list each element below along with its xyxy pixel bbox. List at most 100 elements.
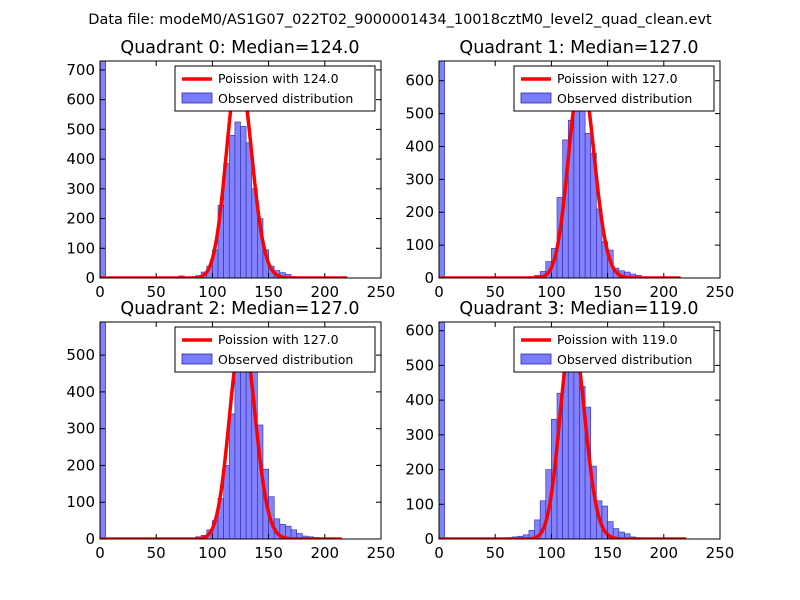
- legend-hist-label: Observed distribution: [557, 352, 692, 367]
- legend-curve-label: Poission with 124.0: [218, 71, 339, 86]
- x-tick-label: 100: [537, 283, 566, 301]
- x-tick-label: 150: [254, 544, 283, 562]
- y-tick-label: 600: [405, 322, 434, 340]
- x-tick-label: 200: [310, 544, 339, 562]
- x-tick-label: 0: [434, 544, 444, 562]
- legend: Poission with 127.0 Observed distribution: [174, 326, 376, 373]
- y-tick-label: 500: [66, 120, 95, 138]
- subplot-title: Quadrant 2: Median=127.0: [120, 299, 359, 319]
- y-tick-label: 400: [66, 150, 95, 168]
- axes-frame: [99, 60, 382, 279]
- histogram-bar: [573, 96, 580, 278]
- y-tick-label: 300: [66, 180, 95, 198]
- histogram-bar: [573, 347, 580, 539]
- y-tick-label: 200: [66, 210, 95, 228]
- x-tick-label: 250: [706, 544, 735, 562]
- y-tick-label: 600: [405, 72, 434, 90]
- histogram-bar: [439, 61, 445, 278]
- x-tick-label: 200: [310, 283, 339, 301]
- y-tick-label: 400: [405, 137, 434, 155]
- x-tick-label: 100: [198, 283, 227, 301]
- legend-curve-label: Poission with 119.0: [557, 332, 678, 347]
- x-tick-label: 0: [95, 283, 105, 301]
- y-tick-label: 500: [405, 105, 434, 123]
- legend-hist-label: Observed distribution: [218, 91, 353, 106]
- y-tick-label: 100: [405, 495, 434, 513]
- subplot-quadrant-2: Quadrant 2: Median=127.0 0 50 100 150 200 250…: [66, 299, 395, 562]
- x-tick-label: 100: [537, 544, 566, 562]
- plot-area: [439, 61, 682, 278]
- figure-title: Data file: modeM0/AS1G07_022T02_90000014…: [88, 12, 712, 28]
- legend-box: [513, 326, 715, 373]
- y-tick-label: 100: [66, 239, 95, 257]
- legend: Poission with 124.0 Observed distribution: [174, 65, 376, 112]
- x-tick-label: 150: [593, 283, 622, 301]
- y-tick-label: 0: [424, 530, 434, 548]
- axes-frame: [438, 60, 721, 279]
- histogram-bar: [234, 358, 241, 539]
- subplot-quadrant-1: Quadrant 1: Median=127.0 0 50 100 150 200 250…: [405, 38, 734, 301]
- histogram-bar: [240, 126, 247, 278]
- histogram-bar: [439, 322, 445, 539]
- legend-hist-label: Observed distribution: [218, 352, 353, 367]
- x-tick-label: 0: [434, 283, 444, 301]
- x-tick-label: 50: [486, 283, 505, 301]
- legend: Poission with 127.0 Observed distribution: [513, 65, 715, 112]
- y-tick-label: 500: [405, 356, 434, 374]
- y-tick-label: 0: [85, 530, 95, 548]
- subplot-title: Quadrant 1: Median=127.0: [459, 38, 698, 58]
- x-tick-label: 50: [147, 283, 166, 301]
- x-tick-label: 250: [706, 283, 735, 301]
- x-tick-label: 150: [254, 283, 283, 301]
- y-tick-label: 500: [66, 346, 95, 364]
- y-tick-label: 600: [66, 91, 95, 109]
- y-tick-label: 300: [405, 170, 434, 188]
- x-tick-label: 200: [649, 544, 678, 562]
- x-tick-label: 100: [198, 544, 227, 562]
- x-tick-label: 0: [95, 544, 105, 562]
- y-tick-label: 300: [66, 420, 95, 438]
- x-tick-label: 50: [147, 544, 166, 562]
- legend-hist-swatch: [181, 353, 213, 365]
- legend: Poission with 119.0 Observed distribution: [513, 326, 715, 373]
- y-tick-label: 100: [66, 493, 95, 511]
- histogram-bar: [245, 142, 253, 278]
- axes-frame: [438, 321, 721, 540]
- y-tick-label: 200: [66, 456, 95, 474]
- histogram-bar: [228, 135, 236, 278]
- subplot-quadrant-3: Quadrant 3: Median=119.0 0 50 100 150 200 250…: [405, 299, 734, 562]
- x-tick-label: 250: [367, 283, 396, 301]
- histogram-bar: [100, 61, 106, 278]
- subplot-title: Quadrant 3: Median=119.0: [459, 299, 698, 319]
- legend-hist-swatch: [181, 92, 213, 104]
- legend-hist-swatch: [520, 92, 552, 104]
- poisson-curve: [100, 68, 348, 278]
- legend-box: [174, 326, 376, 373]
- histogram-bar: [228, 413, 236, 539]
- legend-curve-label: Poission with 127.0: [557, 71, 678, 86]
- histogram-bar: [584, 133, 592, 278]
- x-tick-label: 200: [649, 283, 678, 301]
- y-tick-label: 400: [405, 391, 434, 409]
- x-tick-label: 50: [486, 544, 505, 562]
- y-tick-label: 700: [66, 61, 95, 79]
- legend-hist-label: Observed distribution: [557, 91, 692, 106]
- subplot-title: Quadrant 0: Median=124.0: [120, 38, 359, 58]
- poisson-curve: [439, 332, 687, 539]
- axes-frame: [99, 321, 382, 540]
- x-tick-label: 250: [367, 544, 396, 562]
- histogram-bar: [100, 322, 106, 539]
- histogram-bar: [579, 110, 586, 278]
- legend-box: [174, 65, 376, 112]
- legend-curve-label: Poission with 127.0: [218, 332, 339, 347]
- y-tick-label: 100: [405, 236, 434, 254]
- y-tick-label: 300: [405, 426, 434, 444]
- y-tick-label: 200: [405, 461, 434, 479]
- y-tick-label: 200: [405, 203, 434, 221]
- x-tick-label: 150: [593, 544, 622, 562]
- y-tick-label: 0: [85, 269, 95, 287]
- subplot-quadrant-0: Quadrant 0: Median=124.0 0 50 100 150 200 250…: [66, 38, 395, 301]
- legend-hist-swatch: [520, 353, 552, 365]
- legend-box: [513, 65, 715, 112]
